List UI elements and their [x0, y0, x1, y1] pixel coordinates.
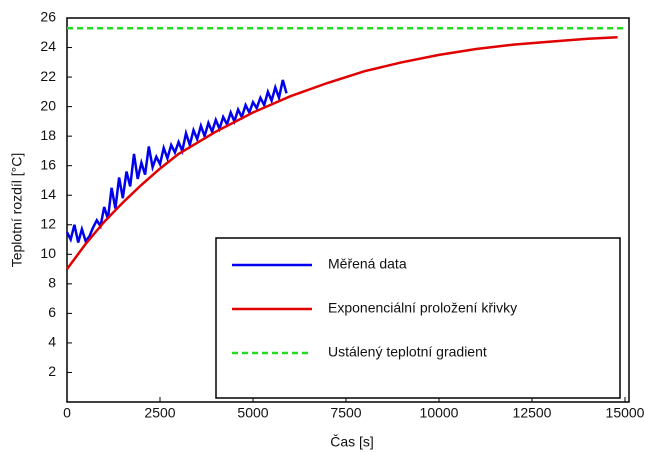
y-tick-label: 8 [48, 275, 56, 291]
plot-frame [66, 17, 630, 403]
series-line [65, 35, 618, 270]
x-tick-label: 5000 [237, 405, 268, 421]
y-tick-label: 22 [40, 68, 56, 84]
x-tick-label: 7500 [330, 405, 361, 421]
y-tick-label: 6 [48, 304, 56, 320]
legend-label: Měřená data [328, 256, 407, 272]
y-axis-label: Teplotní rozdíl [°C] [9, 153, 25, 268]
y-tick-label: 2 [48, 363, 56, 379]
x-axis-label: Čas [s] [330, 434, 374, 450]
legend-label: Exponenciální proložení křivky [328, 300, 517, 316]
y-tick-label: 24 [40, 38, 56, 54]
y-tick-label: 14 [40, 186, 56, 202]
y-tick-label: 10 [40, 245, 56, 261]
x-tick-label: 2500 [144, 405, 175, 421]
x-tick-label: 0 [63, 405, 71, 421]
y-tick-label: 18 [40, 127, 56, 143]
legend-label: Ustálený teplotní gradient [328, 344, 487, 360]
x-tick-label: 15000 [606, 405, 645, 421]
x-tick-label: 10000 [420, 405, 459, 421]
y-tick-label: 26 [40, 9, 56, 25]
y-tick-label: 12 [40, 215, 56, 231]
legend-box [215, 237, 621, 399]
x-tick-label: 12500 [513, 405, 552, 421]
y-tick-label: 20 [40, 97, 56, 113]
y-tick-label: 16 [40, 156, 56, 172]
series-line [65, 79, 288, 244]
y-tick-label: 4 [48, 334, 56, 350]
